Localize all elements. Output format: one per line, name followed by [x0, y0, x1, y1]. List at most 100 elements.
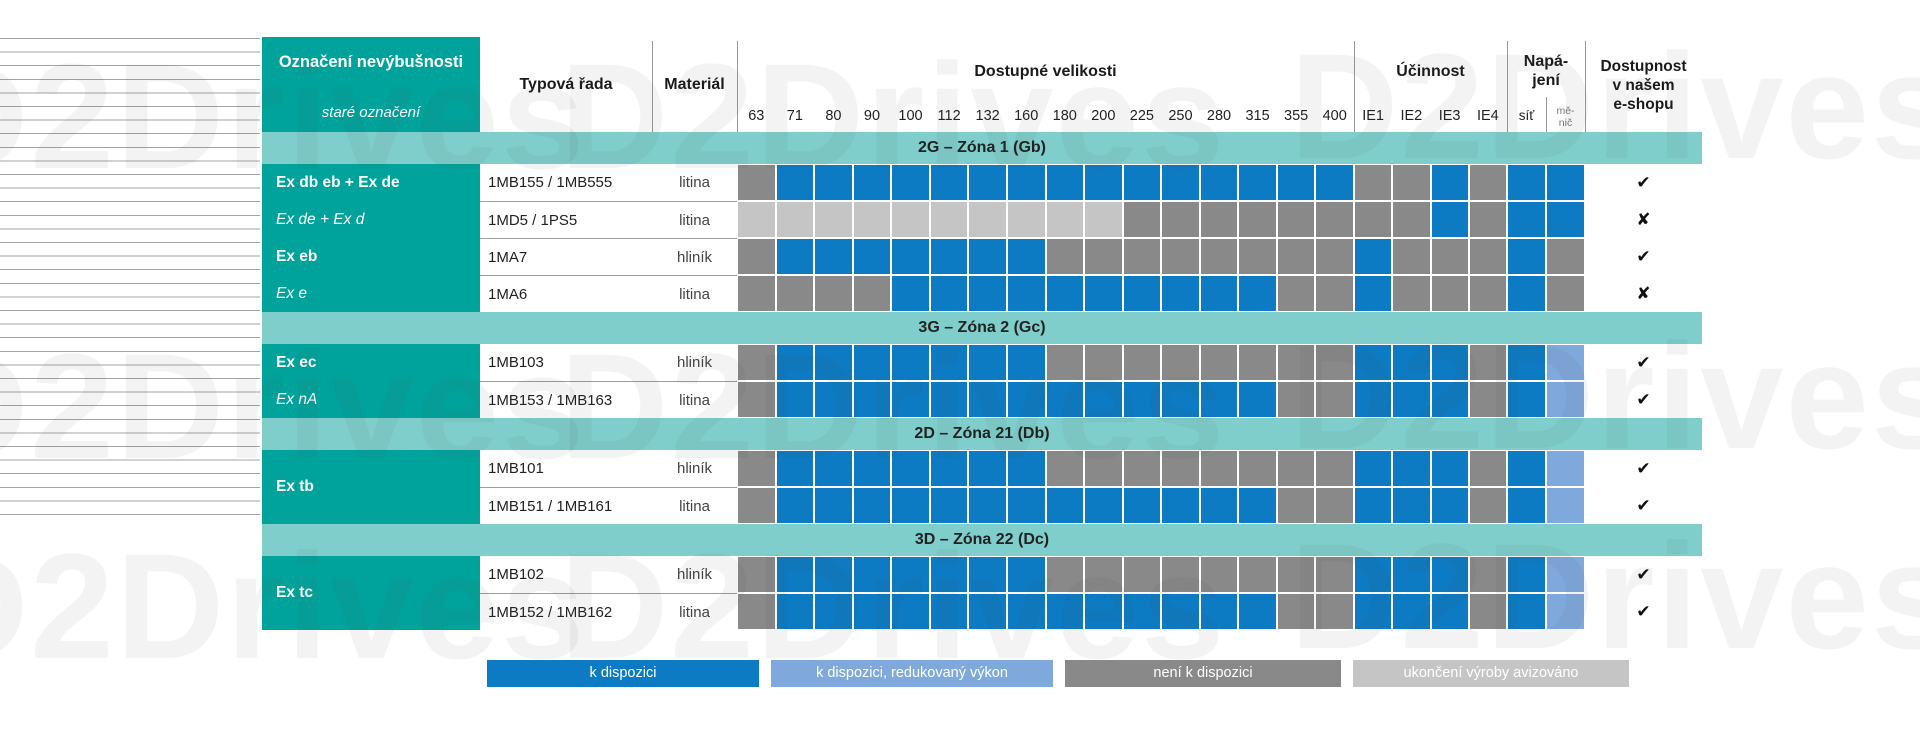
cell-not-available — [1277, 276, 1315, 311]
cell-not-available — [1239, 557, 1276, 592]
table-row: Ex ec 1MB103 hliník ✔ — [262, 344, 1702, 381]
cell-available — [892, 345, 929, 380]
header-designation-title: Označení nevýbušnosti — [278, 53, 464, 71]
availability-mark: ✔ — [1585, 556, 1702, 593]
power-cells — [1507, 344, 1585, 381]
size-label: 225 — [1129, 108, 1154, 124]
cell-available — [1393, 345, 1430, 380]
power-cells — [1507, 593, 1585, 630]
cell-phase-out — [1046, 202, 1084, 237]
designation-cell: Ex nA — [262, 381, 480, 418]
availability-mark: ✔ — [1585, 344, 1702, 381]
header-sizes-title: Dostupné velikosti — [974, 63, 1117, 80]
designation-cell — [262, 556, 480, 593]
material-cell: hliník — [652, 556, 737, 593]
cell-available — [1007, 276, 1045, 311]
cell-not-available — [1277, 594, 1315, 629]
cell-not-available — [1431, 276, 1468, 311]
efficiency-cells — [1354, 238, 1507, 275]
cell-not-available — [1123, 451, 1161, 486]
cell-available — [776, 382, 814, 417]
cell-available — [1431, 202, 1468, 237]
series-cell: 1MA6 — [480, 275, 652, 312]
cell-available — [815, 382, 852, 417]
cell-available — [776, 594, 814, 629]
cell-available — [815, 165, 852, 200]
availability-mark: ✔ — [1585, 450, 1702, 487]
cell-not-available — [1085, 239, 1122, 274]
size-cells — [737, 487, 1354, 524]
cell-not-available — [1547, 276, 1584, 311]
cell-not-available — [1162, 557, 1199, 592]
cell-not-available — [1162, 451, 1199, 486]
cell-not-available — [738, 557, 775, 592]
table-row: 1MB102 hliník ✔ — [262, 556, 1702, 593]
cell-available — [815, 451, 852, 486]
header-divider — [1507, 41, 1508, 132]
cell-not-available — [1046, 451, 1084, 486]
cell-available — [892, 451, 929, 486]
ruled-lines-background — [0, 38, 260, 518]
cell-available — [1123, 594, 1161, 629]
cell-available — [1085, 276, 1122, 311]
cell-not-available — [1316, 345, 1353, 380]
cell-not-available — [1277, 488, 1315, 523]
efficiency-cells — [1354, 344, 1507, 381]
cell-not-available — [1162, 202, 1199, 237]
cell-available — [1007, 239, 1045, 274]
designation-cell — [262, 487, 480, 524]
size-cells — [737, 381, 1354, 418]
cell-available — [853, 165, 891, 200]
cell-phase-out — [815, 202, 852, 237]
cell-available — [1508, 165, 1545, 200]
cell-available-reduced — [1547, 382, 1584, 417]
cell-not-available — [1123, 239, 1161, 274]
cell-not-available — [1316, 488, 1353, 523]
material-cell: litina — [652, 593, 737, 630]
cell-available — [853, 382, 891, 417]
availability-mark: ✔ — [1585, 381, 1702, 418]
size-cells — [737, 164, 1354, 201]
availability-mark: ✘ — [1585, 275, 1702, 312]
cell-not-available — [1469, 165, 1506, 200]
cell-available — [1355, 239, 1392, 274]
cell-available — [1007, 557, 1045, 592]
cell-not-available — [738, 276, 775, 311]
cell-available — [969, 345, 1006, 380]
series-cell: 1MA7 — [480, 238, 652, 275]
designation-cell — [262, 450, 480, 487]
cell-not-available — [1547, 239, 1584, 274]
series-cell: 1MB153 / 1MB163 — [480, 381, 652, 418]
cell-not-available — [1123, 345, 1161, 380]
cell-available — [930, 451, 968, 486]
cell-phase-out — [776, 202, 814, 237]
size-label: 63 — [748, 108, 765, 124]
cell-available — [1007, 451, 1045, 486]
cell-available — [1355, 557, 1392, 592]
cell-available — [1431, 382, 1468, 417]
series-cell: 1MB152 / 1MB162 — [480, 593, 652, 630]
cell-available — [1007, 488, 1045, 523]
size-cells — [737, 201, 1354, 238]
cell-available — [1085, 165, 1122, 200]
size-label: 160 — [1014, 108, 1039, 124]
cell-not-available — [1316, 594, 1353, 629]
series-cell: 1MB155 / 1MB555 — [480, 164, 652, 201]
cell-available — [815, 594, 852, 629]
cell-not-available — [1469, 382, 1506, 417]
cell-not-available — [1085, 557, 1122, 592]
cell-not-available — [1200, 239, 1238, 274]
cell-available — [1200, 488, 1238, 523]
section-band: 3D – Zóna 22 (Dc) — [262, 524, 1702, 556]
series-cell: 1MB103 — [480, 344, 652, 381]
cell-available — [1007, 165, 1045, 200]
cell-available — [1508, 594, 1545, 629]
cell-available — [969, 239, 1006, 274]
cell-available — [1123, 488, 1161, 523]
table-header: Označení nevýbušnosti staré označení Typ… — [262, 37, 1702, 132]
cell-available — [1200, 594, 1238, 629]
availability-mark: ✔ — [1585, 238, 1702, 275]
size-label: 80 — [825, 108, 842, 124]
cell-available — [1007, 345, 1045, 380]
